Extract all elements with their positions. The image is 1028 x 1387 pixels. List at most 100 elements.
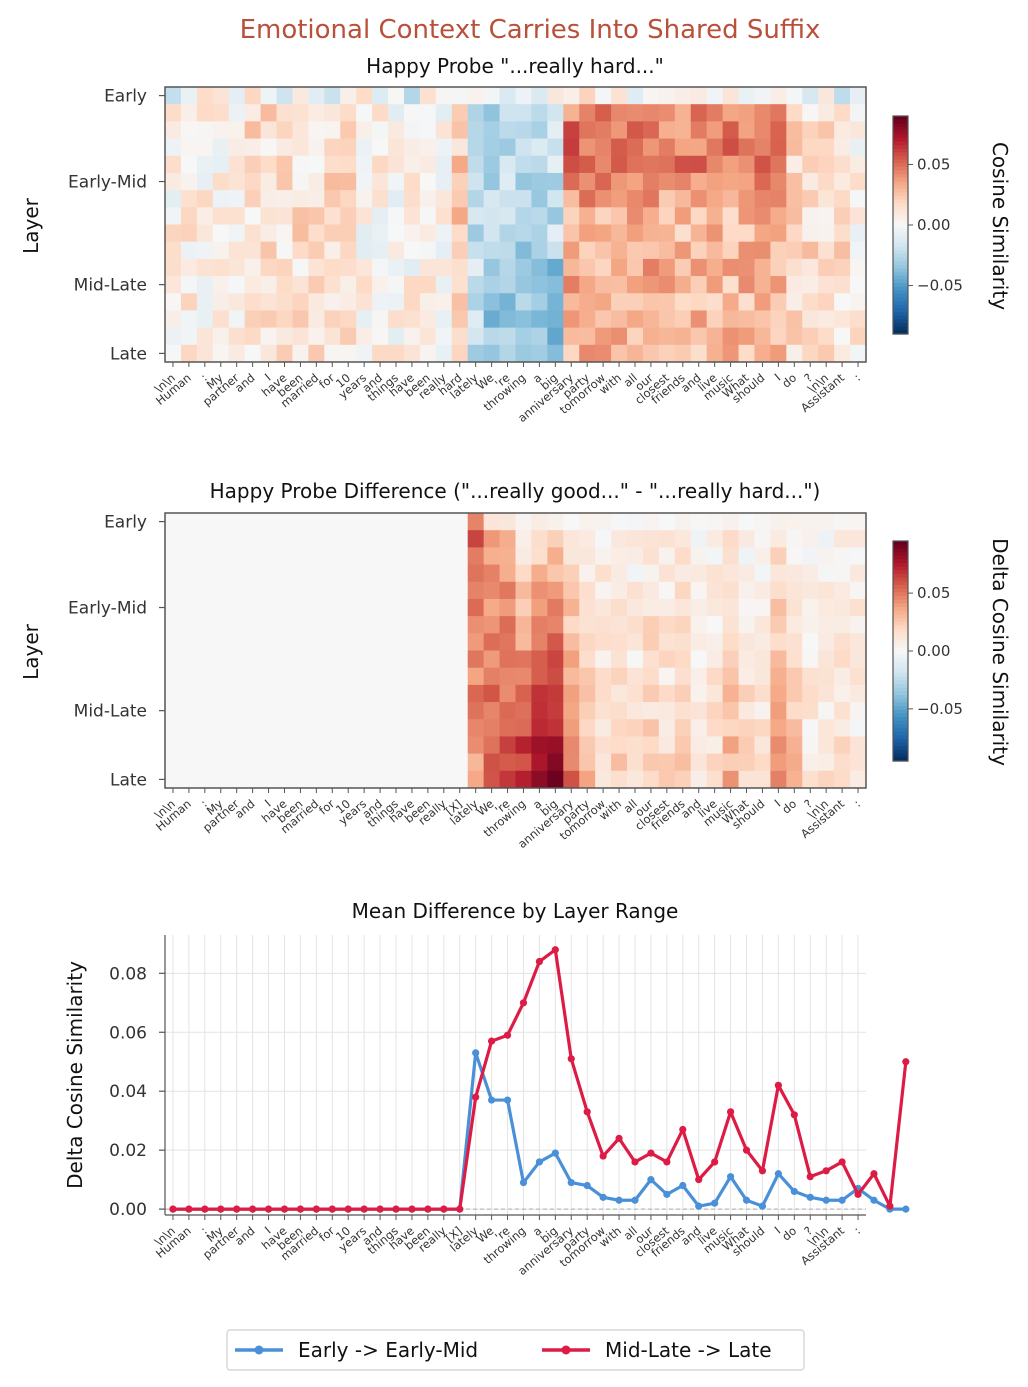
heatmap-cell bbox=[738, 513, 755, 531]
heatmap-cell bbox=[388, 87, 405, 105]
heatmap-cell bbox=[627, 547, 644, 566]
series-point-2 bbox=[519, 999, 528, 1007]
heatmap-cell bbox=[515, 276, 532, 294]
colorbar-segment bbox=[893, 629, 908, 634]
heatmap-cell bbox=[276, 104, 293, 122]
heatmap-cell bbox=[706, 138, 724, 157]
heatmap-cell bbox=[388, 770, 405, 789]
heatmap-cell bbox=[642, 104, 660, 122]
heatmap-cell bbox=[180, 513, 198, 531]
colorbar-segment bbox=[893, 294, 908, 299]
heatmap-cell bbox=[531, 121, 548, 140]
heatmap-cell bbox=[642, 581, 660, 600]
heatmap-cell bbox=[515, 190, 532, 208]
heatmap-cell bbox=[674, 650, 692, 669]
heatmap-cell bbox=[228, 190, 246, 208]
heatmap-cell bbox=[706, 121, 724, 140]
heatmap-cell bbox=[435, 650, 453, 669]
heatmap-cell bbox=[419, 241, 437, 260]
heatmap-cell bbox=[738, 598, 755, 617]
heatmap-cell bbox=[372, 276, 389, 294]
heatmap-cell bbox=[196, 310, 214, 329]
heatmap-cell bbox=[515, 598, 532, 617]
xtick-label: I bbox=[772, 371, 784, 384]
heatmap-cell bbox=[834, 241, 851, 260]
colorbar-tick-label: 0.05 bbox=[917, 155, 950, 173]
heatmap-cell bbox=[292, 633, 309, 651]
colorbar-segment bbox=[893, 174, 908, 179]
heatmap-cell bbox=[658, 155, 676, 174]
heatmap-cell bbox=[786, 276, 803, 294]
series-point-1 bbox=[519, 1178, 528, 1187]
series-point-1 bbox=[503, 1096, 512, 1104]
heatmap-cell bbox=[738, 633, 755, 651]
heatmap-cell bbox=[658, 719, 676, 737]
heatmap-cell bbox=[802, 190, 819, 208]
heatmap-cell bbox=[642, 172, 660, 191]
heatmap-cell bbox=[403, 87, 421, 105]
heatmap-cell bbox=[276, 530, 293, 548]
heatmap-cell bbox=[595, 650, 612, 669]
heatmap-cell bbox=[388, 327, 405, 346]
heatmap-cell bbox=[228, 138, 246, 157]
heatmap-cell bbox=[770, 276, 787, 294]
heatmap-cell bbox=[563, 770, 580, 789]
heatmap-cell bbox=[690, 207, 708, 225]
heatmap-cell bbox=[547, 138, 564, 157]
heatmap-cell bbox=[770, 633, 787, 651]
heatmap-cell bbox=[165, 753, 182, 772]
heatmap-cell bbox=[722, 530, 740, 548]
heatmap-cell bbox=[324, 241, 341, 260]
series-point-2 bbox=[742, 1146, 751, 1154]
heatmap-cell bbox=[180, 667, 198, 686]
heatmap-cell bbox=[372, 684, 389, 703]
heatmap-cell bbox=[690, 667, 708, 686]
heatmap-cell bbox=[818, 224, 835, 243]
heatmap-cell bbox=[770, 155, 787, 174]
heatmap-cell bbox=[419, 770, 437, 789]
heatmap-cell bbox=[834, 564, 851, 583]
heatmap-cell bbox=[706, 736, 724, 755]
heatmap-cell bbox=[292, 650, 309, 669]
series-point-2 bbox=[249, 1205, 257, 1213]
heatmap-cell bbox=[324, 547, 341, 566]
heatmap-cell bbox=[531, 650, 548, 669]
heatmap-cell bbox=[340, 121, 357, 140]
heatmap-cell bbox=[531, 241, 548, 260]
heatmap-cell bbox=[674, 719, 692, 737]
heatmap-cell bbox=[722, 770, 740, 789]
heatmap-cell bbox=[292, 121, 309, 140]
heatmap-cell bbox=[515, 736, 532, 755]
heatmap-cell bbox=[850, 87, 867, 105]
heatmap-cell bbox=[180, 702, 198, 720]
heatmap-cell bbox=[563, 530, 580, 548]
heatmap-cell bbox=[372, 719, 389, 737]
heatmap-cell bbox=[658, 753, 676, 772]
heatmap-cell bbox=[196, 598, 214, 617]
series-point-1 bbox=[488, 1096, 496, 1104]
heatmap-cell bbox=[563, 736, 580, 755]
heatmap-cell bbox=[595, 293, 612, 311]
heatmap-cell bbox=[706, 207, 724, 225]
heatmap-cell bbox=[196, 155, 214, 174]
heatmap-cell bbox=[467, 598, 485, 617]
heatmap-cell bbox=[276, 770, 293, 789]
series-point-2 bbox=[233, 1205, 241, 1213]
heatmap-cell bbox=[642, 327, 660, 346]
heatmap-cell bbox=[818, 241, 835, 260]
heatmap-cell bbox=[547, 770, 564, 789]
heatmap-cell bbox=[244, 121, 262, 140]
heatmap-cell bbox=[451, 753, 469, 772]
heatmap-cell bbox=[419, 327, 437, 346]
heatmap-cell bbox=[467, 138, 485, 157]
colorbar-segment bbox=[893, 286, 908, 291]
heatmap-cell bbox=[770, 87, 787, 105]
heatmap-cell bbox=[770, 258, 787, 277]
heatmap-cell bbox=[260, 770, 278, 789]
heatmap-cell bbox=[706, 344, 724, 363]
heatmap-cell bbox=[499, 530, 516, 548]
heatmap-cell bbox=[754, 633, 771, 651]
heatmap-cell bbox=[388, 241, 405, 260]
colorbar-segment bbox=[893, 592, 908, 597]
